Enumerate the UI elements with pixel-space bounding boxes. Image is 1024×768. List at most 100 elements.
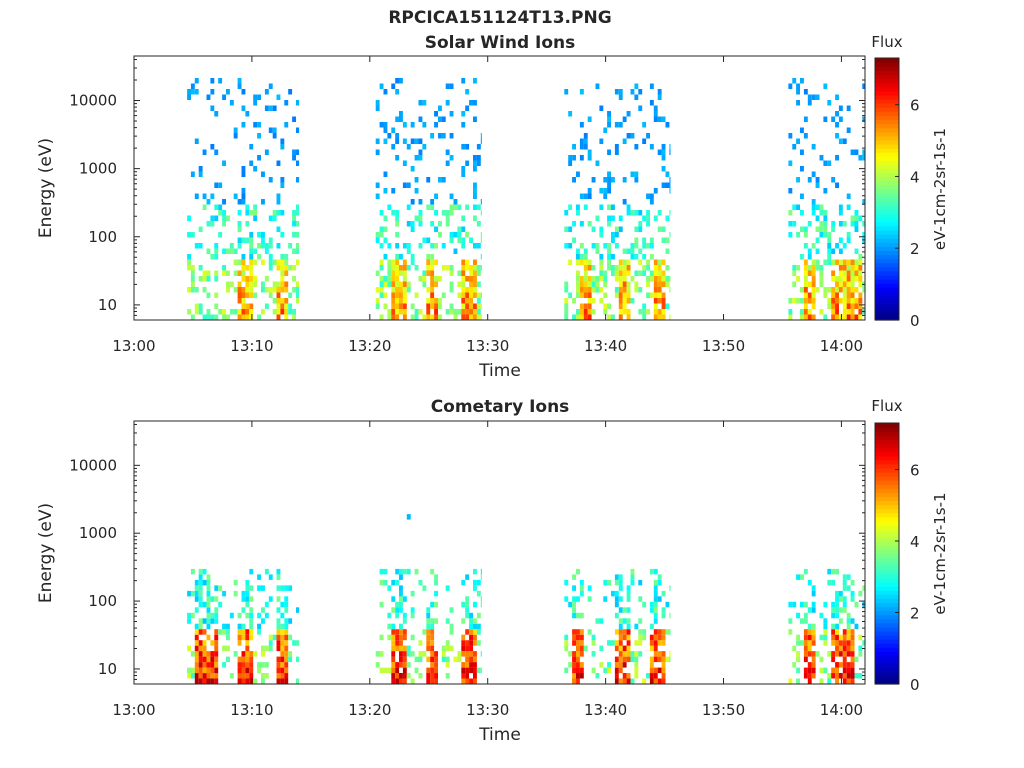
spectrogram-cell (846, 292, 851, 298)
spectrogram-cell (245, 309, 250, 315)
spectrogram-cell (410, 122, 415, 128)
spectrogram-cell (206, 634, 211, 641)
spectrogram-cell (257, 232, 261, 238)
spectrogram-cell (418, 579, 423, 586)
spectrogram-cell (379, 287, 384, 293)
spectrogram-cell (564, 640, 569, 646)
spectrogram-cell (465, 314, 470, 320)
spectrogram-cell (430, 204, 435, 210)
spectrogram-cell (261, 199, 265, 205)
spectrogram-cell (402, 612, 407, 619)
spectrogram-cell (819, 634, 824, 641)
spectrogram-cell (476, 629, 481, 635)
spectrogram-cell (811, 585, 816, 591)
spectrogram-cell (438, 177, 442, 183)
spectrogram-cell (395, 232, 400, 238)
spectrogram-cell (831, 651, 836, 657)
colorbar-swatch (875, 209, 899, 215)
spectrogram-cell (469, 292, 473, 298)
spectrogram-cell (410, 607, 415, 613)
spectrogram-cell (835, 243, 839, 249)
colorbar-swatch (875, 488, 899, 493)
spectrogram-cell (441, 116, 446, 122)
spectrogram-cell (788, 188, 793, 194)
spectrogram-cell (249, 596, 254, 602)
spectrogram-cell (572, 640, 576, 646)
spectrogram-cell (611, 177, 615, 183)
spectrogram-cell (838, 662, 843, 668)
spectrogram-cell (842, 309, 847, 315)
spectrogram-cell (657, 574, 662, 580)
spectrogram-cell (245, 221, 250, 227)
spectrogram-cell (807, 314, 812, 320)
spectrogram-cell (391, 656, 396, 663)
spectrogram-cell (595, 287, 600, 293)
spectrogram-cell (473, 265, 477, 271)
spectrogram-cell (576, 640, 580, 646)
spectrogram-cell (461, 243, 466, 249)
spectrogram-cell (214, 292, 219, 298)
spectrogram-cell (249, 292, 254, 298)
spectrogram-cell (634, 640, 639, 646)
spectrogram-cell (618, 298, 623, 304)
spectrogram-cell (835, 281, 839, 287)
spectrogram-cell (383, 215, 388, 221)
spectrogram-cell (854, 259, 859, 265)
spectrogram-cell (595, 618, 600, 624)
spectrogram-cell (280, 281, 285, 287)
colorbar-swatch (875, 283, 899, 288)
spectrogram-cell (653, 601, 658, 608)
spectrogram-cell (257, 94, 261, 100)
spectrogram-cell (827, 248, 832, 254)
spectrogram-cell (842, 138, 847, 144)
spectrogram-cell (854, 623, 859, 630)
spectrogram-cell (803, 276, 808, 282)
spectrogram-cell (665, 281, 670, 287)
spectrogram-cell (576, 629, 580, 635)
spectrogram-cell (611, 232, 615, 238)
spectrogram-cell (210, 678, 215, 684)
spectrogram-cell (842, 585, 847, 591)
spectrogram-cell (564, 634, 569, 641)
spectrogram-cell (257, 612, 261, 619)
spectrogram-cell (583, 254, 588, 260)
spectrogram-cell (202, 568, 207, 575)
spectrogram-cell (276, 265, 281, 271)
spectrogram-cell (599, 138, 604, 144)
spectrogram-cell (257, 122, 261, 128)
spectrogram-cell (465, 276, 470, 282)
colorbar-swatch (875, 86, 899, 92)
spectrogram-cell (811, 314, 816, 320)
spectrogram-cell (426, 309, 431, 315)
spectrogram-cell (480, 210, 482, 216)
spectrogram-cell (430, 265, 435, 271)
spectrogram-cell (634, 662, 639, 668)
spectrogram-cell (194, 607, 199, 613)
spectrogram-cell (276, 645, 281, 652)
spectrogram-cell (638, 287, 643, 293)
spectrogram-cell (811, 292, 816, 298)
spectrogram-cell (288, 634, 293, 641)
spectrogram-cell (222, 629, 226, 635)
spectrogram-cell (253, 276, 258, 282)
spectrogram-cell (241, 287, 246, 293)
spectrogram-cell (461, 634, 466, 641)
spectrogram-cell (395, 645, 400, 652)
spectrogram-cell (237, 298, 242, 304)
spectrogram-cell (461, 226, 466, 232)
spectrogram-cell (399, 596, 403, 602)
spectrogram-cell (198, 309, 203, 315)
spectrogram-cell (418, 215, 423, 221)
spectrogram-cell (819, 309, 824, 315)
spectrogram-cell (638, 270, 643, 276)
spectrogram-cell (422, 314, 427, 320)
spectrogram-cell (292, 314, 296, 320)
spectrogram-cell (603, 270, 608, 276)
spectrogram-cell (245, 596, 250, 602)
spectrogram-cell (657, 651, 662, 657)
spectrogram-cell (469, 656, 473, 663)
spectrogram-cell (422, 585, 427, 591)
spectrogram-cell (434, 226, 438, 232)
spectrogram-cell (430, 678, 435, 684)
spectrogram-cell (850, 667, 855, 674)
